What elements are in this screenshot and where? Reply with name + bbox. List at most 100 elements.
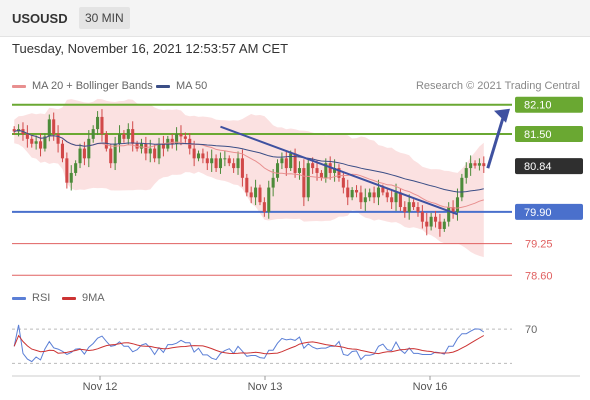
candle-body — [416, 207, 420, 212]
overlays — [14, 108, 510, 216]
rsi-panel: 70 — [12, 324, 537, 364]
candle-body — [144, 143, 148, 154]
candle-body — [87, 138, 91, 159]
candle-body — [368, 192, 372, 198]
candle-body — [139, 143, 144, 149]
candle-body — [258, 187, 262, 203]
rsi-line — [13, 324, 485, 363]
level-label-82.10: 82.10 — [524, 100, 552, 112]
candle-body — [438, 221, 442, 229]
candle-body — [43, 136, 47, 149]
candle-body — [297, 168, 302, 173]
candle-body — [381, 187, 385, 193]
candle-body — [100, 116, 104, 134]
candle-body — [403, 207, 407, 212]
candle-body — [315, 168, 319, 173]
candle-body — [376, 187, 381, 198]
candle-body — [311, 163, 315, 169]
candle-body — [210, 158, 214, 164]
candle-body — [407, 202, 411, 212]
ma9-legend-label: 9MA — [82, 292, 105, 304]
candle-body — [240, 158, 244, 178]
candle-body — [469, 163, 473, 169]
candle-body — [477, 163, 481, 166]
candle-body — [205, 158, 209, 164]
candle-body — [12, 129, 16, 132]
research-credit: Research © 2021 Trading Central — [415, 80, 580, 92]
candle-body — [267, 187, 271, 212]
symbol-label[interactable]: USOUSD — [12, 11, 68, 26]
candle-body — [420, 211, 424, 222]
ma9-swatch — [62, 296, 76, 300]
candle-body — [179, 133, 183, 137]
candle-body — [52, 119, 56, 134]
bollinger-band-area — [14, 98, 484, 258]
candle-body — [341, 177, 345, 188]
rsi-swatch — [12, 296, 26, 300]
datetime-label: Tuesday, November 16, 2021 12:53:57 AM C… — [12, 41, 289, 56]
candle-body — [223, 158, 227, 160]
candle-body — [398, 192, 402, 208]
level-tag-81.50 — [515, 125, 583, 142]
candle-body — [425, 221, 429, 227]
interval-button[interactable]: 30 MIN — [79, 7, 130, 29]
candle-body — [157, 143, 161, 159]
candle-body — [293, 153, 297, 173]
candle-body — [148, 148, 152, 154]
header-bar: USOUSD 30 MIN — [0, 0, 590, 37]
candle-body — [385, 192, 389, 198]
ma50-legend-label: MA 50 — [176, 80, 208, 92]
candle-body — [65, 158, 69, 183]
candle-body — [69, 172, 73, 183]
level-tag-82.10 — [515, 96, 583, 113]
ma20-legend-label: MA 20 + Bollinger Bands — [32, 80, 153, 92]
candle-body — [333, 168, 337, 173]
candle-body — [455, 197, 460, 212]
projection-arrow-shaft — [486, 114, 506, 169]
candle-body — [433, 216, 438, 222]
candle-body — [271, 177, 275, 188]
candle-body — [227, 158, 231, 164]
candle-body — [214, 158, 218, 169]
candle-body — [117, 133, 122, 144]
level-tag-80.84 — [515, 158, 583, 175]
level-label-78.60: 78.60 — [525, 270, 553, 282]
candle-body — [38, 141, 43, 149]
candle-body — [464, 168, 468, 178]
ma50-line — [14, 129, 484, 193]
candle-body — [245, 177, 249, 193]
candle-body — [78, 148, 82, 164]
candle-body — [249, 192, 253, 198]
ma50-swatch — [156, 84, 170, 88]
candle-body — [302, 168, 306, 198]
price-levels: 82.10 81.50 80.84 79.90 79.25 78.60 — [12, 96, 583, 282]
candle-body — [232, 163, 236, 169]
candle-body — [74, 163, 78, 173]
candle-body — [96, 116, 100, 130]
x-axis: Nov 12 Nov 13 Nov 16 — [12, 375, 580, 393]
ma20-swatch — [12, 84, 26, 88]
candle-body — [47, 119, 51, 137]
legend-ma50: MA 50 — [156, 80, 207, 92]
candle-body — [34, 141, 38, 144]
bollinger-bands — [14, 98, 484, 258]
candle-body — [104, 133, 108, 149]
x-tick-label: Nov 16 — [413, 381, 448, 393]
candle-body — [354, 190, 359, 193]
candle-body — [363, 197, 367, 203]
level-label-79.25: 79.25 — [525, 239, 553, 251]
candle-body — [161, 143, 165, 149]
legend-ma9: 9MA — [62, 292, 105, 304]
candle-body — [236, 158, 240, 169]
candle-body — [280, 158, 284, 164]
x-tick-label: Nov 12 — [83, 381, 118, 393]
candle-body — [60, 143, 65, 159]
candle-body — [183, 136, 187, 139]
candle-body — [447, 207, 451, 222]
candle-body — [350, 190, 354, 198]
candle-body — [359, 192, 363, 203]
candle-body — [170, 138, 174, 144]
legend-rsi: RSI — [12, 292, 50, 304]
candle-body — [126, 129, 130, 139]
